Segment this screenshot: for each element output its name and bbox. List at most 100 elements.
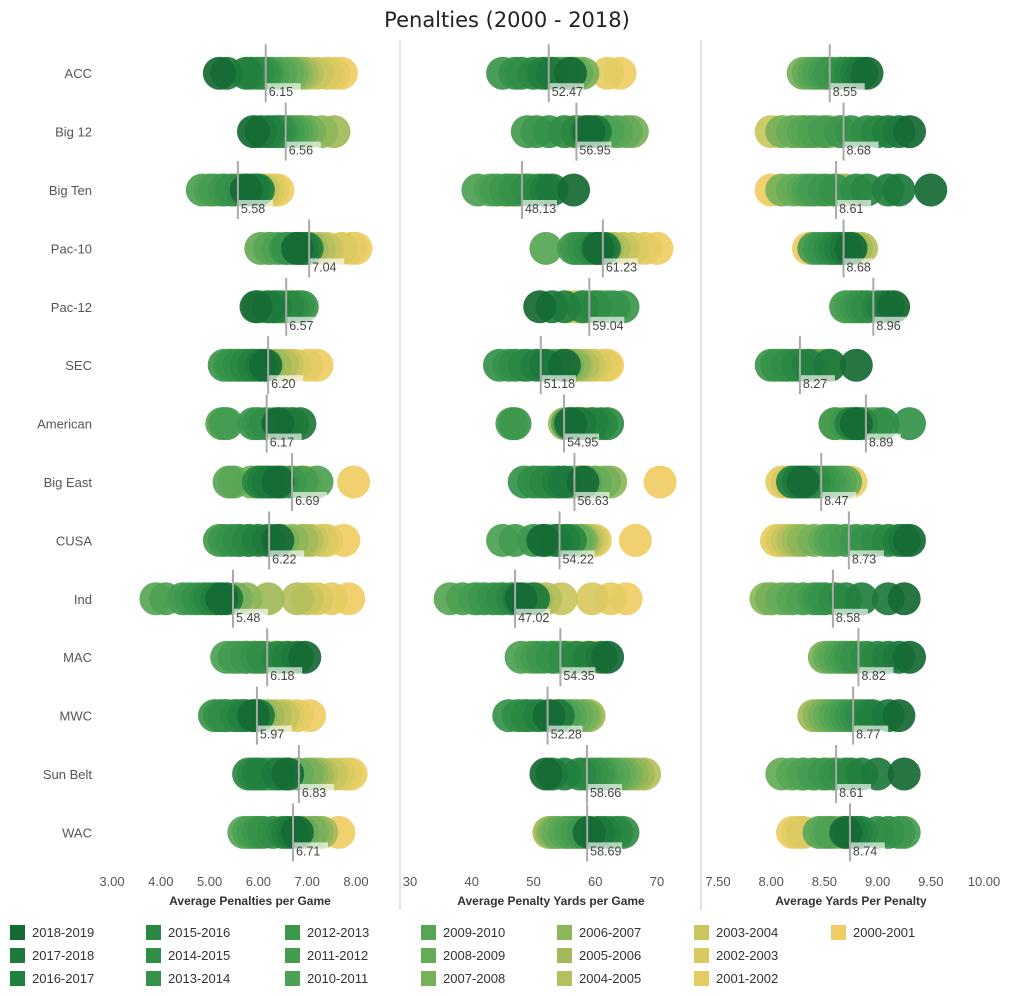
season-dot[interactable] bbox=[529, 231, 563, 265]
season-dot[interactable] bbox=[887, 582, 921, 616]
season-dot[interactable] bbox=[572, 115, 606, 149]
season-dot[interactable] bbox=[882, 699, 916, 733]
season-dot[interactable] bbox=[893, 523, 926, 557]
season-dot[interactable] bbox=[591, 640, 625, 674]
mean-label-bg bbox=[859, 667, 894, 684]
season-dot[interactable] bbox=[882, 173, 916, 207]
legend-label: 2004-2005 bbox=[579, 971, 641, 986]
season-dot[interactable] bbox=[237, 699, 270, 733]
x-axis-title: Average Yards Per Penalty bbox=[775, 894, 927, 908]
season-dot[interactable] bbox=[523, 290, 557, 324]
season-dot[interactable] bbox=[288, 640, 322, 674]
legend-item: 2018-2019 bbox=[10, 925, 94, 940]
mean-label: 6.17 bbox=[270, 436, 294, 450]
season-dot[interactable] bbox=[280, 231, 314, 265]
mean-label-bg bbox=[577, 141, 612, 158]
season-dot[interactable] bbox=[861, 757, 895, 791]
season-dot[interactable] bbox=[526, 523, 560, 557]
season-dot[interactable] bbox=[839, 348, 873, 382]
season-dot[interactable] bbox=[877, 290, 911, 324]
season-dot[interactable] bbox=[261, 465, 295, 499]
season-dot[interactable] bbox=[205, 582, 239, 616]
mean-label: 6.15 bbox=[269, 85, 293, 99]
season-dot[interactable] bbox=[572, 815, 606, 849]
legend-item: 2011-2012 bbox=[285, 948, 368, 963]
dots-ypp bbox=[749, 56, 948, 849]
conference-label: MAC bbox=[63, 650, 92, 665]
season-dot[interactable] bbox=[581, 231, 615, 265]
season-dot[interactable] bbox=[239, 290, 273, 324]
season-dot[interactable] bbox=[498, 407, 532, 441]
x-tick-label: 40 bbox=[465, 874, 479, 889]
season-dot[interactable] bbox=[643, 465, 677, 499]
season-dot[interactable] bbox=[591, 56, 625, 90]
season-dot[interactable] bbox=[271, 757, 305, 791]
mean-label: 54.22 bbox=[563, 552, 594, 566]
legend-item: 2002-2003 bbox=[694, 948, 778, 963]
conference-label: Ind bbox=[74, 592, 92, 607]
mean-label-bg bbox=[269, 375, 304, 392]
season-dot[interactable] bbox=[249, 348, 283, 382]
season-dot[interactable] bbox=[210, 407, 244, 441]
season-dot[interactable] bbox=[893, 640, 926, 674]
season-dot[interactable] bbox=[845, 582, 879, 616]
mean-label-bg bbox=[588, 842, 623, 859]
legend-label: 2005-2006 bbox=[579, 948, 641, 963]
legend-label: 2002-2003 bbox=[716, 948, 778, 963]
season-dot[interactable] bbox=[280, 582, 314, 616]
x-tick-label: 60 bbox=[588, 874, 602, 889]
season-dot[interactable] bbox=[202, 56, 236, 90]
mean-label-bg bbox=[270, 550, 305, 567]
mean-label-bg bbox=[854, 725, 889, 742]
mean-label-bg bbox=[850, 842, 885, 859]
season-dot[interactable] bbox=[914, 173, 948, 207]
season-dot[interactable] bbox=[532, 699, 566, 733]
season-dot[interactable] bbox=[618, 523, 652, 557]
mean-label: 6.83 bbox=[302, 786, 326, 800]
season-dot[interactable] bbox=[554, 56, 587, 90]
season-dot[interactable] bbox=[237, 115, 270, 149]
legend-item: 2007-2008 bbox=[421, 971, 505, 986]
legend-label: 2011-2012 bbox=[307, 948, 368, 963]
season-dot[interactable] bbox=[554, 407, 587, 441]
panel-apg: 6.15 6.56 5.58 7.04 6.57 6.20 6.17 6.69 6.22 5.48… bbox=[99, 40, 401, 910]
mean-label-bg bbox=[560, 550, 595, 567]
season-dot[interactable] bbox=[261, 407, 295, 441]
mean-label: 6.57 bbox=[289, 319, 313, 333]
season-dot[interactable] bbox=[557, 173, 591, 207]
season-dot[interactable] bbox=[529, 757, 563, 791]
mean-label: 6.20 bbox=[271, 377, 295, 391]
mean-label: 6.18 bbox=[270, 669, 294, 683]
legend-label: 2007-2008 bbox=[443, 971, 505, 986]
mean-label: 58.69 bbox=[590, 844, 621, 858]
season-dot[interactable] bbox=[504, 582, 538, 616]
mean-label: 47.02 bbox=[518, 611, 549, 625]
legend-label: 2012-2013 bbox=[307, 925, 369, 940]
mean-label: 52.47 bbox=[552, 85, 583, 99]
legend-swatch bbox=[831, 925, 846, 940]
mean-label: 6.71 bbox=[296, 844, 320, 858]
mean-label-bg bbox=[266, 83, 301, 100]
legend-label: 2017-2018 bbox=[32, 948, 94, 963]
legend-swatch bbox=[285, 971, 300, 986]
mean-label: 8.27 bbox=[803, 377, 827, 391]
season-dot[interactable] bbox=[829, 815, 863, 849]
legend-item: 2004-2005 bbox=[557, 971, 641, 986]
mean-label: 8.77 bbox=[856, 728, 880, 742]
season-dot[interactable] bbox=[786, 465, 820, 499]
x-tick-label: 5.00 bbox=[197, 874, 222, 889]
season-dot[interactable] bbox=[813, 348, 847, 382]
season-dot[interactable] bbox=[280, 815, 314, 849]
season-dot[interactable] bbox=[893, 115, 926, 149]
season-dot[interactable] bbox=[887, 757, 921, 791]
season-dot[interactable] bbox=[337, 465, 371, 499]
season-dot[interactable] bbox=[850, 56, 884, 90]
legend-item: 2012-2013 bbox=[285, 925, 369, 940]
panel-ypg: 52.47 56.95 48.13 61.23 59.04 51.18 54.95 56.63… bbox=[403, 40, 702, 910]
legend-swatch bbox=[694, 971, 709, 986]
season-dot[interactable] bbox=[547, 348, 581, 382]
season-dot[interactable] bbox=[212, 465, 246, 499]
season-dot[interactable] bbox=[893, 407, 926, 441]
season-dot[interactable] bbox=[575, 582, 609, 616]
season-dot[interactable] bbox=[839, 407, 873, 441]
